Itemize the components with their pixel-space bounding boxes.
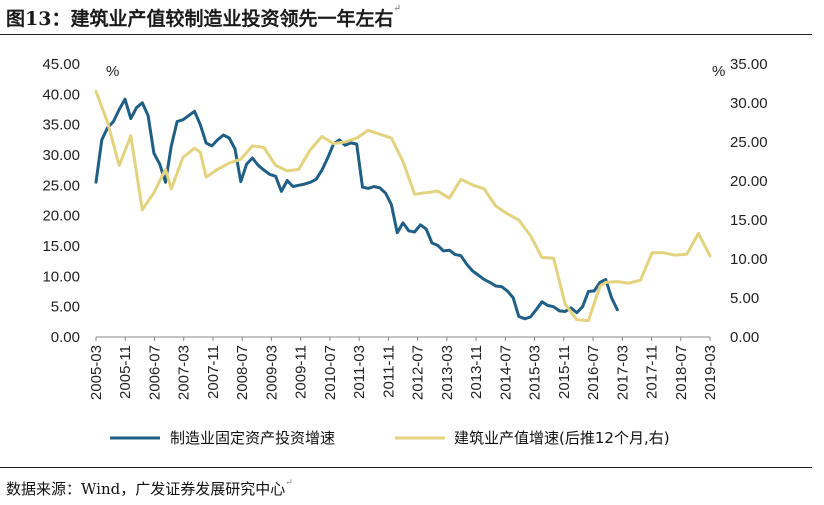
y-left-tick-label: 40.00	[42, 86, 80, 103]
chart-marks	[94, 89, 712, 323]
x-tick-label: 2013-03	[439, 345, 456, 400]
paragraph-mark-icon: ↵	[285, 478, 293, 488]
y-left-tick-label: 20.00	[42, 208, 80, 225]
x-tick-label: 2009-03	[263, 345, 280, 400]
legend-label-construction: 建筑业产值增速(后推12个月,右)	[454, 429, 670, 447]
y-left-tick-label: 10.00	[42, 268, 80, 285]
top-divider	[0, 34, 812, 35]
x-tick-label: 2008-07	[234, 345, 251, 400]
y-left-tick-label: 0.00	[51, 329, 80, 346]
x-tick-label: 2018-07	[673, 345, 690, 400]
y-left-unit: %	[106, 63, 119, 80]
x-tick-label: 2016-07	[585, 345, 602, 400]
y-right-tick-label: 30.00	[730, 95, 768, 112]
x-tick-label: 2011-03	[351, 345, 368, 399]
x-tick-label: 2017-03	[614, 345, 631, 400]
x-tick-label: 2009-11	[293, 345, 310, 399]
bottom-divider	[0, 467, 812, 468]
y-left-tick-label: 45.00	[42, 56, 80, 73]
y-right-tick-label: 15.00	[730, 212, 768, 229]
y-right-tick-label: 20.00	[730, 173, 768, 190]
x-tick-label: 2012-07	[410, 345, 427, 400]
x-tick-label: 2015-11	[556, 345, 573, 399]
y-left-tick-label: 5.00	[51, 299, 80, 316]
x-tick-label: 2011-11	[380, 345, 397, 398]
x-tick-label: 2014-07	[497, 345, 514, 400]
y-left-tick-label: 30.00	[42, 147, 80, 164]
x-tick-label: 2006-07	[146, 345, 163, 400]
x-tick-label: 2005-03	[88, 345, 105, 400]
series-line-manufacturing	[94, 97, 619, 321]
x-tick-label: 2019-03	[702, 345, 719, 400]
y-right-tick-label: 10.00	[730, 251, 768, 268]
y-right-unit: %	[712, 63, 725, 80]
y-left-tick-label: 25.00	[42, 177, 80, 194]
y-right-tick-label: 35.00	[730, 56, 768, 73]
y-right-tick-label: 0.00	[730, 329, 759, 346]
line-chart: 45.00 40.00 35.00 30.00 25.00 20.00 15.00 10.00…	[42, 56, 767, 447]
y-left-tick-label: 35.00	[42, 117, 80, 134]
x-tick-label: 2007-03	[176, 345, 193, 400]
x-tick-label: 2013-11	[468, 345, 485, 399]
y-right-tick-label: 25.00	[730, 134, 768, 151]
chart-axes: 45.00 40.00 35.00 30.00 25.00 20.00 15.00 10.00…	[42, 56, 767, 400]
chart-title: 图13：建筑业产值较制造业投资领先一年左右 ↵	[6, 4, 401, 30]
chart-legend: 制造业固定资产投资增速 建筑业产值增速(后推12个月,右)	[110, 429, 670, 447]
y-left-tick-label: 15.00	[42, 238, 80, 255]
x-tick-label: 2007-11	[205, 345, 222, 399]
legend-label-manufacturing: 制造业固定资产投资增速	[170, 429, 335, 447]
x-tick-label: 2017-11	[644, 345, 661, 399]
x-tick-label: 2010-07	[322, 345, 339, 400]
y-right-tick-label: 5.00	[730, 290, 759, 307]
paragraph-mark-icon: ↵	[393, 4, 401, 14]
x-tick-label: 2015-03	[527, 345, 544, 400]
x-tick-label: 2005-11	[117, 345, 134, 399]
series-line-construction	[94, 89, 712, 323]
data-source-note: 数据来源：Wind，广发证券发展研究中心 ↵	[6, 478, 293, 498]
